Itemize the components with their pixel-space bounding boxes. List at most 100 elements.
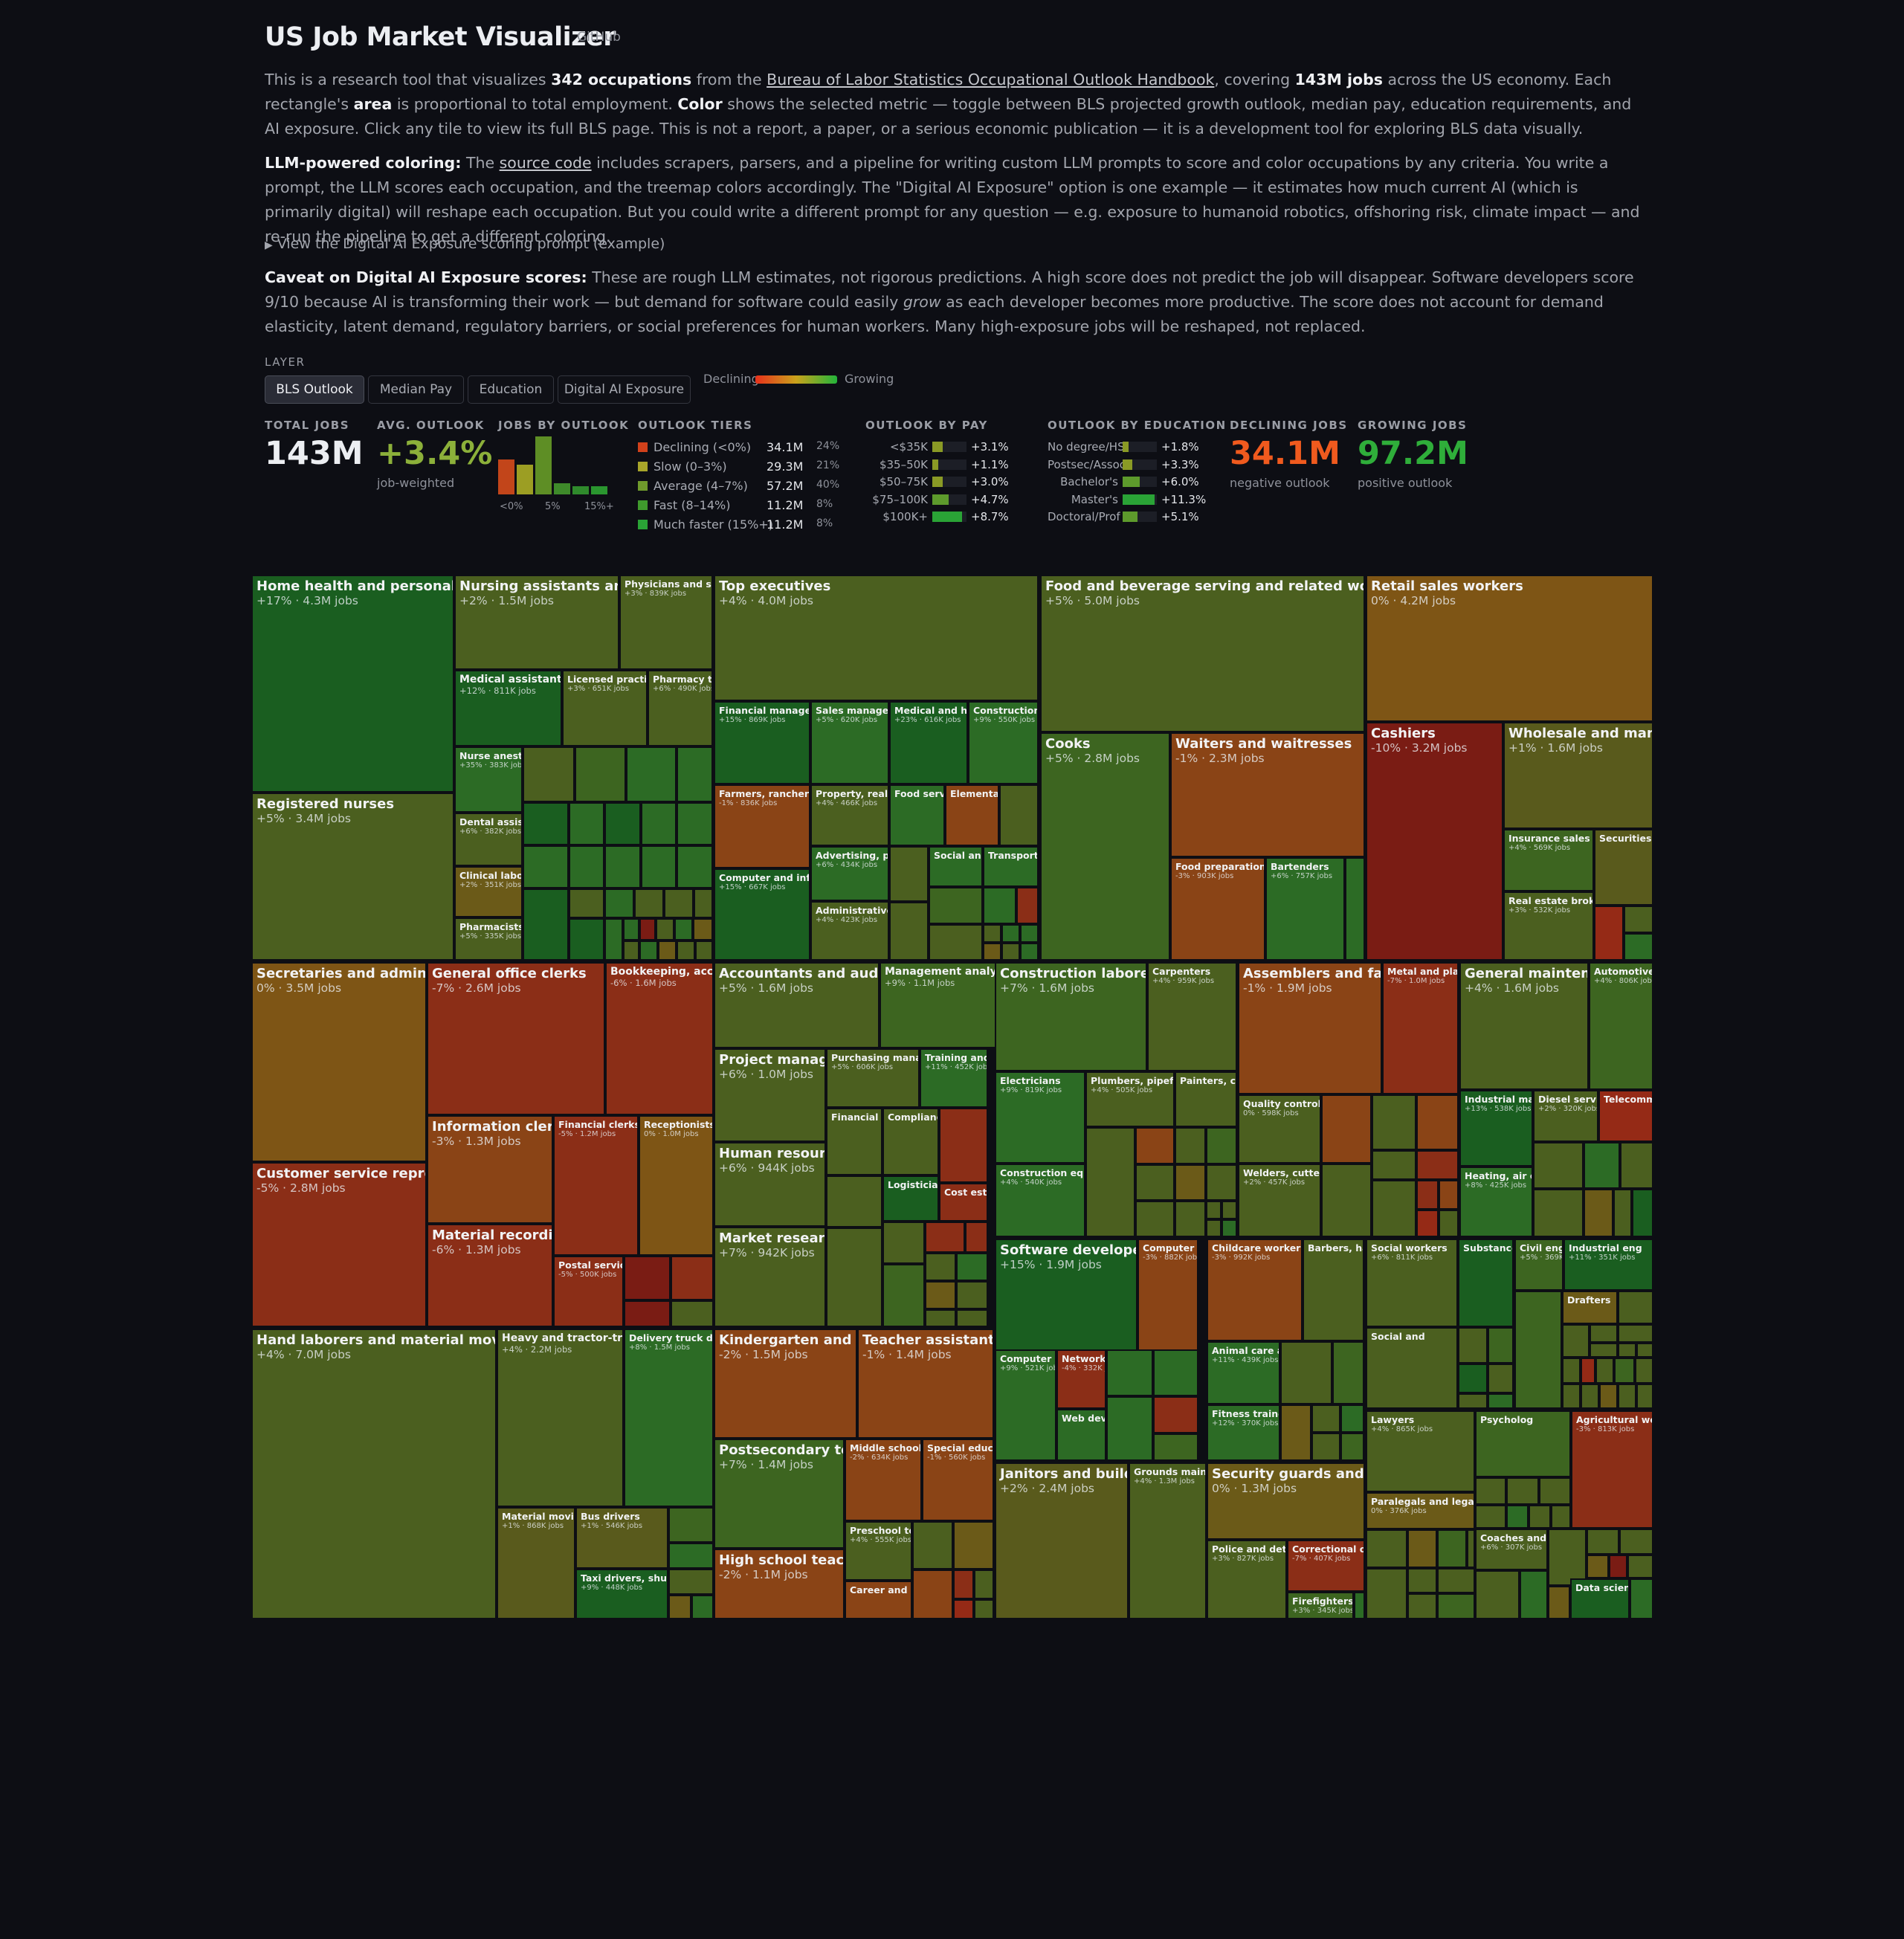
treemap-tile[interactable]: Telecomm (1598, 1090, 1653, 1142)
treemap-tile[interactable]: Taxi drivers, shuttle+9% · 448K jobs (575, 1569, 668, 1619)
treemap-tile[interactable]: Project managemen+6% · 1.0M jobs (714, 1048, 826, 1142)
treemap-tile[interactable]: General office clerks -7% · 2.6M jobs (427, 962, 605, 1115)
treemap-tile-small[interactable] (1206, 1219, 1222, 1237)
treemap-tile-small[interactable] (523, 746, 575, 802)
treemap-tile-small[interactable] (1311, 1404, 1340, 1433)
treemap-tile-small[interactable] (1153, 1396, 1198, 1433)
treemap-tile-small[interactable] (1416, 1210, 1439, 1237)
treemap-tile[interactable]: Licensed practical+3% · 651K jobs (562, 670, 648, 746)
treemap-tile[interactable]: Financial an (826, 1108, 882, 1175)
treemap-tile-small[interactable] (1488, 1364, 1514, 1393)
treemap-tile[interactable]: Teacher assistants -1% · 1.4M jobs (857, 1329, 994, 1439)
treemap-tile-small[interactable] (1618, 1324, 1653, 1343)
treemap-tile-small[interactable] (1458, 1327, 1488, 1364)
treemap-tile-small[interactable] (634, 888, 664, 918)
treemap-tile-small[interactable] (956, 1309, 988, 1327)
treemap-tile[interactable]: Network and-4% · 332K jobs (1056, 1349, 1106, 1409)
treemap-tile-small[interactable] (1280, 1404, 1311, 1461)
treemap-tile[interactable]: Middle school te-2% · 634K jobs (845, 1439, 922, 1521)
treemap-tile[interactable]: Medical and hea+23% · 616K jobs (889, 701, 968, 784)
treemap-tile-small[interactable] (1407, 1568, 1437, 1593)
treemap-tile-small[interactable] (1475, 1570, 1520, 1619)
treemap-tile-small[interactable] (826, 1175, 882, 1227)
treemap-tile[interactable]: Police and detec+3% · 827K jobs (1207, 1540, 1287, 1619)
treemap-tile[interactable]: Welders, cutters,+2% · 457K jobs (1238, 1164, 1321, 1237)
treemap-tile-small[interactable] (1020, 924, 1039, 943)
treemap-tile-small[interactable] (668, 1569, 714, 1595)
treemap-tile[interactable]: Accountants and auditors+5% · 1.6M jobs (714, 962, 880, 1048)
treemap-tile[interactable]: Complianc (882, 1108, 939, 1175)
treemap-tile-small[interactable] (1311, 1433, 1340, 1461)
treemap-tile-small[interactable] (1529, 1505, 1551, 1529)
treemap-tile-small[interactable] (1332, 1341, 1364, 1404)
treemap-tile[interactable]: Plumbers, pipefitte+4% · 505K jobs (1085, 1071, 1175, 1127)
treemap-tile-small[interactable] (1584, 1142, 1620, 1189)
treemap-tile-small[interactable] (1587, 1555, 1609, 1578)
treemap-tile-small[interactable] (925, 1222, 965, 1253)
treemap-tile-small[interactable] (1135, 1201, 1175, 1237)
treemap-tile[interactable]: Insurance sales age+4% · 569K jobs (1503, 829, 1594, 891)
treemap-tile[interactable]: Customer service represent-5% · 2.8M job… (251, 1162, 427, 1327)
treemap-tile-small[interactable] (1321, 1094, 1372, 1164)
treemap-tile[interactable]: Preschool teac+4% · 555K jobs (845, 1521, 912, 1581)
treemap-tile-small[interactable] (1594, 906, 1624, 961)
treemap-tile-small[interactable] (826, 1227, 882, 1327)
treemap-tile-small[interactable] (953, 1599, 974, 1619)
treemap-tile[interactable]: Drafters (1562, 1291, 1618, 1324)
treemap-tile-small[interactable] (1609, 1555, 1627, 1578)
treemap-tile-small[interactable] (1506, 1477, 1539, 1505)
treemap-tile-small[interactable] (1590, 1324, 1618, 1343)
treemap-tile-small[interactable] (1581, 1358, 1595, 1384)
treemap-tile[interactable]: Retail sales workers 0% · 4.2M jobs (1366, 575, 1653, 722)
treemap-tile-small[interactable] (668, 1595, 691, 1619)
treemap-tile-small[interactable] (1366, 1529, 1407, 1568)
treemap-tile-small[interactable] (569, 802, 604, 845)
treemap-tile-small[interactable] (1206, 1201, 1222, 1219)
treemap-tile[interactable]: Dental assista+6% · 382K jobs (454, 813, 523, 866)
treemap-tile[interactable]: Childcare workers -3% · 992K jobs (1207, 1239, 1303, 1341)
treemap-tile[interactable]: Pharmacists +5% · 335K jobs (454, 917, 523, 961)
treemap-tile-small[interactable] (953, 1521, 994, 1569)
treemap-tile-small[interactable] (1437, 1529, 1467, 1568)
treemap-tile-small[interactable] (523, 802, 569, 845)
treemap-tile-small[interactable] (1635, 1358, 1653, 1384)
treemap-tile-small[interactable] (956, 1281, 988, 1309)
treemap-tile-small[interactable] (604, 888, 634, 918)
treemap-tile[interactable]: Cashiers -10% · 3.2M jobs (1366, 722, 1503, 961)
treemap-tile[interactable]: Pharmacy tec+6% · 490K jobs (648, 670, 713, 746)
treemap-tile[interactable]: Firefighters +3% · 345K jobs (1287, 1592, 1354, 1619)
treemap-tile[interactable]: Agricultural wo -3% · 813K jobs (1571, 1410, 1653, 1529)
treemap-tile[interactable]: Special educat-1% · 560K jobs (922, 1439, 994, 1521)
treemap-tile[interactable]: Secretaries and administrat0% · 3.5M job… (251, 962, 427, 1162)
treemap-tile[interactable]: Postal service-5% · 500K jobs (553, 1256, 624, 1327)
treemap-tile-small[interactable] (677, 802, 713, 845)
treemap-tile-small[interactable] (1618, 1384, 1636, 1409)
treemap-tile[interactable]: Automotive s+4% · 806K jobs (1589, 962, 1653, 1090)
treemap-tile-small[interactable] (1458, 1393, 1488, 1409)
github-link[interactable]: GitHub (577, 30, 621, 45)
treemap-tile-small[interactable] (1407, 1593, 1437, 1619)
treemap-tile-small[interactable] (956, 1253, 988, 1281)
treemap-tile[interactable]: Logisticians (882, 1175, 939, 1222)
treemap-tile-small[interactable] (1533, 1189, 1584, 1237)
treemap-tile-small[interactable] (1372, 1150, 1416, 1180)
treemap-tile[interactable]: Computer sy+9% · 521K jobs (995, 1349, 1056, 1461)
treemap-tile-small[interactable] (641, 802, 677, 845)
treemap-tile-small[interactable] (1345, 857, 1365, 961)
treemap-tile[interactable]: Delivery truck driv+8% · 1.5M jobs (624, 1329, 714, 1507)
treemap-tile[interactable]: Nursing assistants and or+2% · 1.5M jobs (454, 575, 619, 670)
treemap-tile[interactable]: Material moving+1% · 868K jobs (497, 1507, 575, 1619)
treemap-tile-small[interactable] (1222, 1201, 1237, 1219)
treemap-tile-small[interactable] (1627, 1555, 1653, 1578)
treemap-tile-small[interactable] (523, 845, 569, 888)
treemap-tile-small[interactable] (965, 1222, 988, 1253)
treemap-tile[interactable]: Advertising, pro+6% · 434K jobs (810, 846, 889, 901)
treemap-tile[interactable]: Carpenters +4% · 959K jobs (1147, 962, 1237, 1071)
treemap-tile[interactable]: Animal care an+11% · 439K jobs (1207, 1341, 1280, 1404)
treemap-tile[interactable]: Transporta (983, 846, 1039, 887)
treemap-tile-small[interactable] (523, 888, 569, 961)
treemap-tile-small[interactable] (664, 888, 694, 918)
treemap-tile[interactable]: Assemblers and fabric-1% · 1.9M jobs (1238, 962, 1382, 1094)
treemap-tile-small[interactable] (658, 941, 677, 961)
treemap-tile[interactable]: Web develop (1056, 1409, 1106, 1461)
